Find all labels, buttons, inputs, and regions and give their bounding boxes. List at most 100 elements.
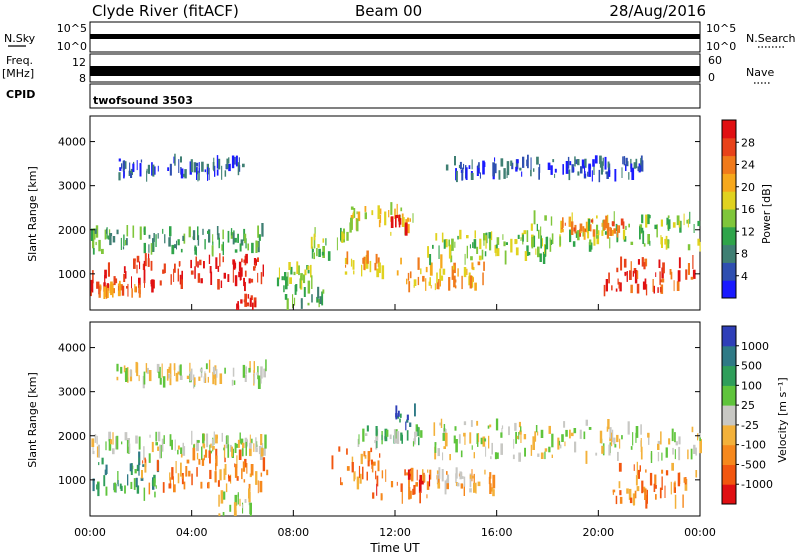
echo-cell [252,302,254,310]
echo-cell [263,368,266,378]
echo-cell [496,248,500,257]
echo-cell [485,235,487,249]
echo-cell [440,275,444,281]
echo-cell [148,244,150,253]
echo-cell [631,167,635,180]
echo-cell [234,442,237,453]
echo-cell [241,448,244,457]
echo-cell [365,433,368,436]
echo-cell [253,258,257,266]
x-axis-label: Time UT [369,541,420,554]
echo-cell [550,216,553,226]
echo-cell [466,268,468,275]
echo-cell [197,226,199,240]
echo-cell [255,437,257,449]
echo-cell [95,241,97,246]
echo-cell [153,233,155,242]
echo-cell [605,279,608,292]
echo-cell [692,255,694,269]
echo-cell [245,366,247,375]
echo-cell [572,241,576,247]
echo-cell [398,410,400,417]
echo-cell [338,446,341,452]
echo-cell [213,157,215,172]
echo-cell [113,276,116,286]
echo-cell [379,453,381,458]
echo-cell [478,162,480,166]
echo-cell [207,230,210,234]
nsky-tick-bottom: 10^0 [57,40,87,53]
echo-cell [120,237,122,250]
echo-cell [246,463,248,474]
echo-cell [182,235,185,241]
echo-cell [676,281,680,291]
echo-cell [642,230,645,244]
echo-cell [325,238,327,246]
echo-cell [661,237,663,248]
echo-cell [161,363,163,378]
echo-cell [257,257,259,262]
echo-cell [237,301,239,308]
velocity-colorbar: -1000 -500 -100 -25 25 100 500 1000 [721,325,773,505]
echo-cell [395,405,398,420]
echo-cell [542,253,546,264]
echo-cell [125,240,126,246]
echo-cell [416,469,418,481]
echo-cell [243,479,246,483]
echo-cell [233,264,236,268]
echo-cell [442,432,446,441]
echo-cell [636,283,640,294]
echo-cell [242,163,245,168]
echo-cell [418,437,420,446]
echo-cell [494,157,496,162]
echo-cell [364,206,367,212]
echo-cell [522,156,525,168]
echo-cell [412,441,415,447]
echo-cell [318,248,321,257]
echo-cell [495,252,497,257]
echo-cell [244,281,246,292]
echo-cell [665,470,669,476]
echo-cell [362,428,365,442]
echo-cell [248,491,251,503]
colorbar-tick-label: 1000 [741,340,769,353]
echo-cell [192,230,196,241]
echo-cell [313,252,315,260]
echo-cell [674,494,677,509]
echo-cell [641,214,644,224]
echo-cell [178,365,181,375]
echo-cell [530,169,532,177]
echo-cell [601,445,604,454]
echo-cell [123,171,125,179]
echo-cell [427,246,429,258]
echo-cell [194,377,196,386]
echo-cell [224,367,226,374]
echo-cell [156,363,160,372]
echo-cell [557,437,560,450]
echo-cell [174,263,176,273]
echo-cell [570,432,574,437]
echo-cell [533,210,536,225]
echo-cell [454,241,456,248]
echo-cell [482,160,485,175]
echo-cell [472,242,474,248]
echo-cell [136,255,140,263]
echo-cell [620,218,624,226]
y-tick-label: 2000 [58,224,86,237]
echo-cell [687,449,689,460]
echo-cell [200,368,203,378]
echo-cell [406,472,409,476]
echo-cell [683,477,687,483]
echo-cell [146,170,148,182]
echo-cell [697,238,700,246]
echo-cell [607,163,611,175]
echo-cell [96,281,99,289]
echo-cell [461,476,464,479]
echo-cell [176,240,177,250]
echo-cell [184,169,187,179]
echo-cell [619,438,621,449]
echo-cell [207,376,209,383]
echo-cell [255,471,258,485]
echo-cell [566,162,568,167]
